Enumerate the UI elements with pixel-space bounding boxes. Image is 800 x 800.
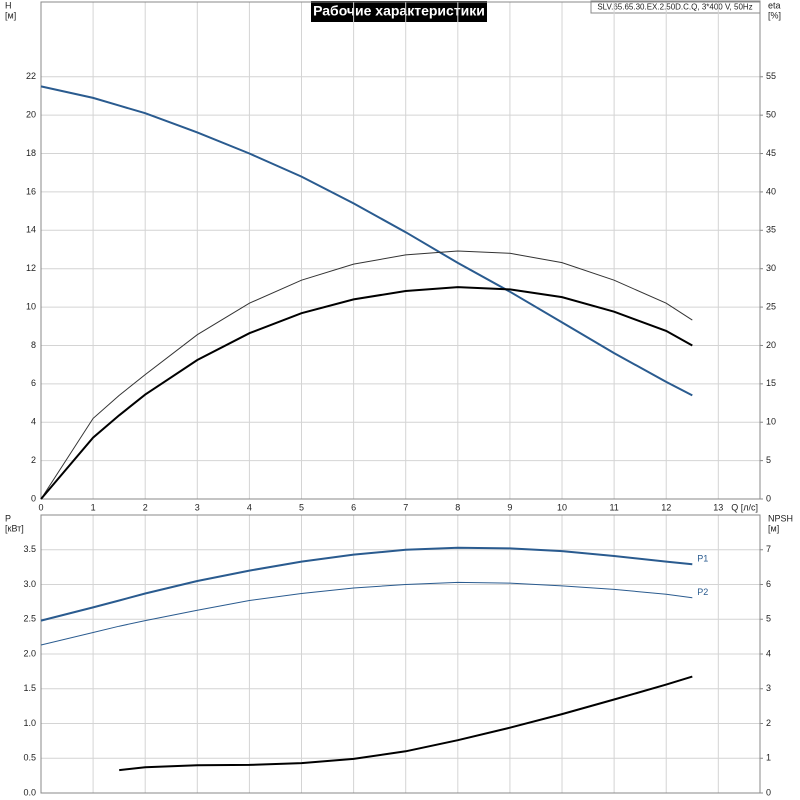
x-tick-label: 3 — [195, 502, 200, 512]
x-tick-label: 5 — [299, 502, 304, 512]
x-axis-label: Q [л/с] — [731, 502, 758, 512]
y-tick-label: 12 — [26, 263, 36, 273]
y-tick-label: 6 — [31, 378, 36, 388]
y2-tick-label: 0 — [766, 787, 771, 797]
x-tick-label: 7 — [403, 502, 408, 512]
y-tick-label: 3.5 — [23, 544, 36, 554]
y2-tick-label: 4 — [766, 648, 771, 658]
y-tick-label: 0.0 — [23, 787, 36, 797]
y-tick-label: 3.0 — [23, 579, 36, 589]
y-tick-label: 8 — [31, 340, 36, 350]
y2-axis-label: NPSH — [768, 513, 793, 523]
x-tick-label: 8 — [455, 502, 460, 512]
y2-tick-label: 6 — [766, 579, 771, 589]
y-tick-label: 0 — [31, 493, 36, 503]
y2-tick-label: 25 — [766, 301, 776, 311]
y2-axis-unit: [м] — [768, 523, 779, 533]
y-axis-unit: [м] — [5, 10, 16, 20]
y-tick-label: 4 — [31, 417, 36, 427]
y2-tick-label: 5 — [766, 614, 771, 624]
y-axis-unit: [кВт] — [5, 523, 24, 533]
y2-tick-label: 20 — [766, 340, 776, 350]
y2-tick-label: 55 — [766, 71, 776, 81]
y-tick-label: 20 — [26, 110, 36, 120]
y-tick-label: 1.5 — [23, 683, 36, 693]
y-tick-label: 10 — [26, 301, 36, 311]
series-label: P1 — [697, 554, 708, 564]
x-tick-label: 11 — [609, 502, 618, 512]
y-axis-label: H — [5, 0, 12, 10]
x-tick-label: 4 — [247, 502, 252, 512]
y2-tick-label: 10 — [766, 417, 776, 427]
y2-tick-label: 2 — [766, 718, 771, 728]
x-tick-label: 13 — [713, 502, 723, 512]
curve — [40, 85, 693, 397]
y2-tick-label: 7 — [766, 544, 771, 554]
title-box — [311, 1, 487, 22]
y-tick-label: 22 — [26, 71, 36, 81]
x-tick-label: 6 — [351, 502, 356, 512]
y2-tick-label: 30 — [766, 263, 776, 273]
y-tick-label: 0.5 — [23, 753, 36, 763]
y2-tick-label: 0 — [766, 493, 771, 503]
chart-title: Рабочие характеристики — [313, 3, 485, 19]
x-tick-label: 2 — [143, 502, 148, 512]
x-tick-label: 1 — [91, 502, 96, 512]
y2-tick-label: 50 — [766, 110, 776, 120]
y2-tick-label: 15 — [766, 378, 776, 388]
y2-tick-label: 45 — [766, 148, 776, 158]
y-tick-label: 18 — [26, 148, 36, 158]
x-tick-label: 0 — [38, 502, 43, 512]
plot-frame — [40, 514, 761, 794]
curve — [40, 581, 693, 646]
y2-tick-label: 3 — [766, 683, 771, 693]
y-tick-label: 2.5 — [23, 614, 36, 624]
curve — [119, 675, 693, 772]
y2-tick-label: 5 — [766, 455, 771, 465]
y-tick-label: 16 — [26, 186, 36, 196]
plot-frame — [40, 1, 761, 500]
y-tick-label: 2.0 — [23, 648, 36, 658]
x-tick-label: 9 — [507, 502, 512, 512]
y-tick-label: 14 — [26, 225, 36, 235]
model-label: SLV.65.65.30.EX.2.50D.C.Q, 3*400 V, 50Hz — [597, 3, 752, 12]
y-tick-label: 1.0 — [23, 718, 36, 728]
curve — [40, 286, 693, 500]
x-tick-label: 12 — [661, 502, 671, 512]
curve — [40, 546, 693, 622]
y2-axis-unit: [%] — [768, 10, 781, 20]
y-axis-label: P — [5, 513, 11, 523]
series-label: P2 — [697, 587, 708, 597]
y2-tick-label: 1 — [766, 753, 771, 763]
y2-axis-label: eta — [768, 0, 781, 10]
curve — [40, 250, 693, 500]
y2-tick-label: 35 — [766, 225, 776, 235]
y2-tick-label: 40 — [766, 186, 776, 196]
x-tick-label: 10 — [557, 502, 567, 512]
y-tick-label: 2 — [31, 455, 36, 465]
